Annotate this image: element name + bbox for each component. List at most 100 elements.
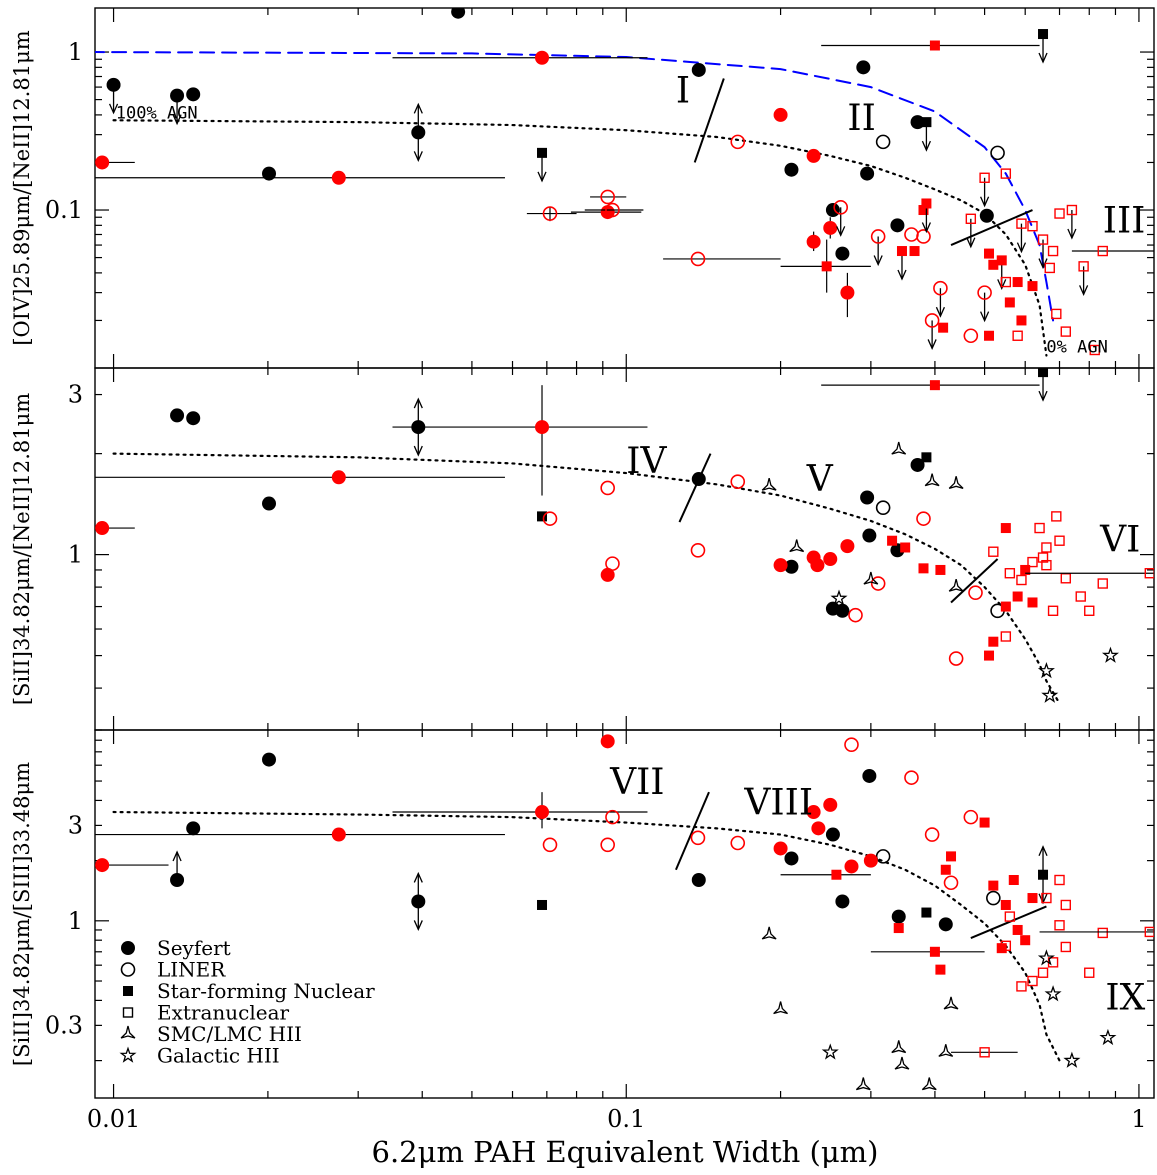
y-tick-label: 1 (68, 907, 83, 935)
data-point (1060, 326, 1071, 337)
data-point (451, 8, 466, 19)
data-point (186, 821, 201, 836)
data-point (988, 880, 999, 891)
data-point (600, 734, 615, 749)
limit-arrow-head (1016, 242, 1027, 254)
data-point (943, 875, 959, 891)
data-point (542, 206, 558, 221)
series-seyfert (170, 752, 953, 932)
data-point (909, 246, 920, 257)
data-point (690, 251, 706, 267)
region-label: VI (1099, 520, 1140, 561)
series-seyfert (170, 397, 925, 618)
data-point (773, 841, 788, 856)
data-point (990, 145, 1005, 161)
annotation-label: 100% AGN (116, 103, 198, 123)
data-point (893, 923, 904, 934)
region-label: VIII (743, 783, 813, 824)
legend-label: Extranuclear (157, 1001, 290, 1025)
data-point (806, 234, 821, 249)
data-point (938, 1044, 954, 1057)
limit-arrow-head (413, 151, 423, 162)
data-point (830, 589, 848, 606)
data-point (1054, 920, 1065, 931)
series-extranuclear (951, 874, 1154, 1058)
limit-arrow-head (413, 445, 423, 457)
data-point (887, 535, 898, 546)
data-point (761, 477, 777, 491)
limit-arrow-head (172, 114, 182, 126)
data-point (924, 827, 940, 842)
data-point (862, 528, 877, 543)
data-point (1027, 220, 1038, 232)
data-point (1097, 245, 1108, 257)
limit-arrow-head (966, 237, 976, 249)
data-point (916, 511, 931, 526)
data-point (811, 821, 826, 836)
series-extranuclear (965, 168, 1154, 356)
data-point (900, 542, 911, 553)
y-axis-label: [SiII]34.82μm/[SIII]33.48μm (10, 762, 34, 1066)
data-point (1004, 297, 1015, 308)
data-point (1075, 591, 1086, 602)
limit-arrow-head (1038, 390, 1048, 402)
series-galactic-hii (821, 949, 1117, 1068)
limit-arrow-head (935, 306, 946, 318)
series-seyfert (106, 8, 994, 261)
data-point (95, 858, 110, 873)
data-point (761, 926, 777, 940)
data-point (784, 162, 799, 177)
data-point (929, 946, 940, 957)
legend-marker (122, 1007, 134, 1018)
region-label: III (1103, 201, 1146, 242)
data-point (1020, 935, 1031, 946)
data-point (1016, 981, 1027, 992)
panel-frame (94, 367, 1155, 731)
data-point (984, 650, 995, 661)
data-point (690, 830, 706, 846)
data-point (600, 480, 615, 496)
region-label: IV (626, 441, 667, 482)
legend-label: LINER (157, 958, 226, 982)
data-point (988, 636, 999, 647)
x-tick-label: 1 (1131, 1105, 1146, 1133)
data-point (979, 208, 994, 223)
x-tick-label: 0.01 (87, 1105, 140, 1133)
data-point (870, 229, 886, 244)
data-point (262, 752, 277, 767)
data-point (106, 77, 121, 92)
data-point (537, 147, 548, 158)
data-point (948, 651, 964, 666)
plot-area (95, 734, 1154, 1091)
data-point (929, 40, 940, 51)
data-point (891, 1040, 907, 1054)
series-seyfert-red- (95, 734, 878, 874)
data-point (1041, 892, 1052, 904)
data-point (170, 873, 185, 888)
data-point (1000, 168, 1012, 179)
limit-arrow-head (921, 140, 932, 152)
data-point (535, 50, 550, 65)
data-point (904, 770, 919, 785)
limit-arrow-head (1067, 228, 1077, 240)
data-point (170, 88, 185, 103)
data-point (784, 559, 799, 574)
data-point (1060, 573, 1071, 584)
data-point (821, 1043, 839, 1060)
data-point (1041, 559, 1052, 571)
region-divider (693, 78, 725, 163)
data-point (933, 280, 948, 296)
data-point (891, 909, 906, 924)
series-smc-lmc-hii (761, 441, 964, 592)
region-label: IX (1105, 978, 1145, 1019)
data-point (1034, 522, 1045, 534)
data-point (825, 827, 840, 842)
data-point (1037, 552, 1049, 563)
model-curve-dotted (112, 452, 1061, 705)
data-point (823, 797, 838, 812)
data-point (1054, 208, 1065, 219)
legend-label: SMC/LMC HII (157, 1022, 302, 1046)
data-point (891, 441, 907, 455)
data-point (1016, 218, 1027, 229)
